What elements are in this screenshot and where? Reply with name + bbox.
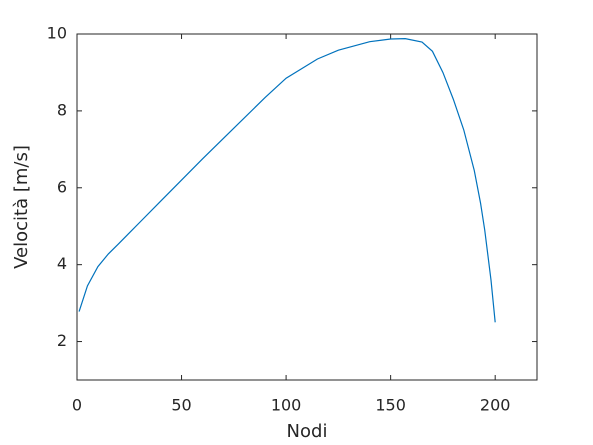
x-tick-label: 200: [480, 396, 511, 415]
plot-box: [76, 33, 538, 381]
x-tick-label: 50: [171, 396, 191, 415]
y-tick-label: 4: [57, 254, 67, 273]
x-axis-label: Nodi: [287, 421, 328, 441]
y-tick-label: 6: [57, 177, 67, 196]
x-tick-label: 0: [72, 396, 82, 415]
y-tick-label: 2: [57, 331, 67, 350]
y-axis-label: Velocità [m/s]: [11, 145, 32, 269]
x-tick-label: 100: [271, 396, 302, 415]
y-tick-label: 10: [47, 24, 67, 43]
y-tick-label: 8: [57, 100, 67, 119]
data-line: [78, 38, 496, 323]
x-tick-label: 150: [375, 396, 406, 415]
